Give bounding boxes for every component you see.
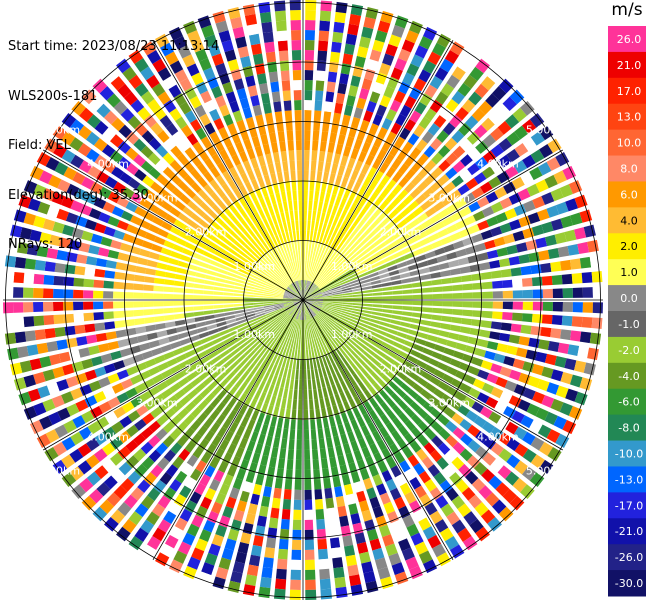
ring-label: 3.00km — [136, 192, 178, 205]
colorbar-ticks: 26.0 21.0 17.0 13.0 10.0 8.0 6.0 4.0 2.0 1.0 0.0 -1… — [615, 33, 643, 590]
colorbar-bin — [608, 466, 646, 493]
colorbar-tick-label: 26.0 — [617, 33, 642, 46]
colorbar-bin — [608, 570, 646, 597]
colorbar-tick-label: 13.0 — [617, 111, 642, 124]
ring-labels: 1.00km 1.00km 1.00km 1.00km 2.00km 2.00km 2.00… — [39, 123, 568, 477]
colorbar-tick-label: -8.0 — [618, 422, 639, 435]
colorbar-bin — [608, 103, 646, 131]
colorbar-bin — [608, 181, 646, 208]
colorbar-bin — [608, 77, 646, 105]
colorbar-tick-label: 10.0 — [617, 137, 642, 150]
ring-label: 2.00km — [380, 362, 422, 375]
colorbar-tick-label: 21.0 — [617, 59, 642, 72]
colorbar-bin — [608, 544, 646, 571]
colorbar-tick-label: -10.0 — [615, 448, 643, 461]
ring-label: 3.00km — [428, 192, 470, 205]
elevation: Elevation(deg): 35.30 — [8, 187, 149, 203]
ring-label: 5.00km — [39, 465, 81, 478]
field-name: Field: VEL — [8, 138, 71, 153]
colorbar-tick-label: -1.0 — [618, 318, 639, 331]
ring-label: 5.00km — [526, 465, 568, 478]
colorbar-bin — [608, 26, 646, 53]
colorbar-bin — [608, 285, 646, 312]
colorbar-tick-label: -30.0 — [615, 577, 643, 590]
colorbar-tick-label: -21.0 — [615, 525, 643, 538]
ring-label: 5.00km — [526, 123, 568, 136]
colorbar-bin — [608, 233, 646, 260]
start-time: Start time: 2023/08/23 11:13:14 — [8, 39, 220, 54]
instrument-name: WLS200s-181 — [8, 88, 98, 104]
colorbar-bin — [608, 336, 646, 364]
colorbar-unit: m/s — [611, 0, 643, 20]
ring-label: 4.00km — [87, 431, 129, 444]
ring-label: 1.00km — [233, 260, 275, 273]
colorbar-tick-label: -26.0 — [615, 551, 643, 564]
ring-label: 4.00km — [477, 157, 519, 170]
ring-label: 2.00km — [185, 226, 227, 239]
colorbar-bin — [608, 311, 646, 338]
ring-label: 3.00km — [428, 396, 470, 409]
ring-label: 1.00km — [233, 328, 275, 341]
colorbar-tick-label: 8.0 — [620, 163, 638, 176]
colorbar-bin — [608, 388, 646, 416]
colorbar-tick-label: -13.0 — [615, 473, 643, 486]
colorbar-tick-label: 2.0 — [620, 240, 638, 253]
ring-label: 4.00km — [477, 431, 519, 444]
colorbar-bin — [608, 155, 646, 182]
azimuth-spokes — [3, 0, 603, 600]
colorbar-tick-label: 4.0 — [620, 214, 638, 227]
ring-label: 1.00km — [331, 260, 373, 273]
info-panel: Start time: 2023/08/23 11:13:14 WLS200s-… — [8, 6, 219, 270]
ring-label: 4.00km — [87, 157, 129, 170]
colorbar-bin — [608, 129, 646, 157]
colorbar-tick-label: 1.0 — [620, 266, 638, 279]
colorbar-bin — [608, 492, 646, 519]
ring-label: 3.00km — [136, 396, 178, 409]
colorbar-tick-label: -2.0 — [618, 344, 639, 357]
ring-label: 2.00km — [185, 362, 227, 375]
colorbar-bin — [608, 259, 646, 286]
colorbar-bin — [608, 362, 646, 390]
ring-label: 5.00km — [39, 123, 81, 136]
ring-label: 1.00km — [331, 328, 373, 341]
colorbar-tick-label: 17.0 — [617, 85, 642, 98]
nrays: NRays: 120 — [8, 237, 83, 252]
colorbar-bin — [608, 51, 646, 79]
colorbar-tick-label: 6.0 — [620, 188, 638, 201]
colorbar-bins — [608, 26, 646, 597]
ppi-rays — [3, 0, 603, 600]
colorbar-bin — [608, 207, 646, 234]
colorbar-tick-label: -17.0 — [615, 499, 643, 512]
colorbar-tick-label: -6.0 — [618, 396, 639, 409]
ring-label: 2.00km — [380, 226, 422, 239]
colorbar-bin — [608, 518, 646, 545]
colorbar-bin — [608, 440, 646, 467]
colorbar-bin — [608, 414, 646, 442]
colorbar-tick-label: 0.0 — [620, 292, 638, 305]
colorbar-tick-label: -4.0 — [618, 370, 639, 383]
